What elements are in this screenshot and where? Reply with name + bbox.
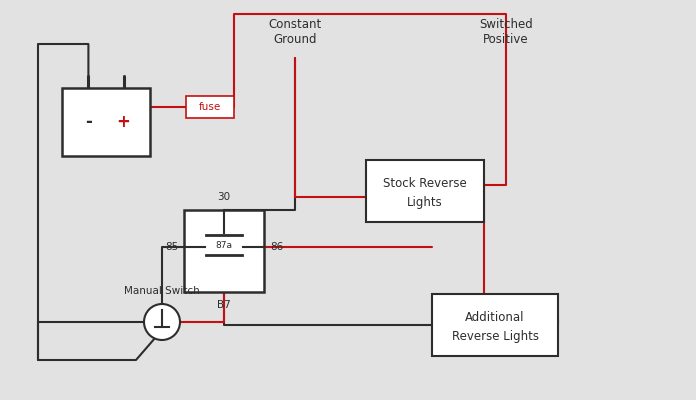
Text: Manual Switch: Manual Switch [124,286,200,296]
Text: 86: 86 [270,242,283,252]
Bar [184,210,264,292]
Bar [62,88,150,156]
Text: Lights: Lights [407,196,443,209]
Text: -: - [85,113,92,131]
Text: Stock Reverse: Stock Reverse [383,177,467,190]
Text: 87a: 87a [216,240,232,250]
Text: Additional: Additional [465,311,525,324]
Bar [186,96,234,118]
Text: 30: 30 [217,192,230,202]
Text: Constant
Ground: Constant Ground [269,18,322,46]
Bar [366,160,484,222]
Text: Reverse Lights: Reverse Lights [452,330,539,343]
Circle shape [144,304,180,340]
Text: 85: 85 [165,242,178,252]
Text: Switched
Positive: Switched Positive [479,18,533,46]
Text: +: + [117,113,131,131]
Text: B7: B7 [217,300,231,310]
Text: fuse: fuse [199,102,221,112]
Bar [432,294,558,356]
